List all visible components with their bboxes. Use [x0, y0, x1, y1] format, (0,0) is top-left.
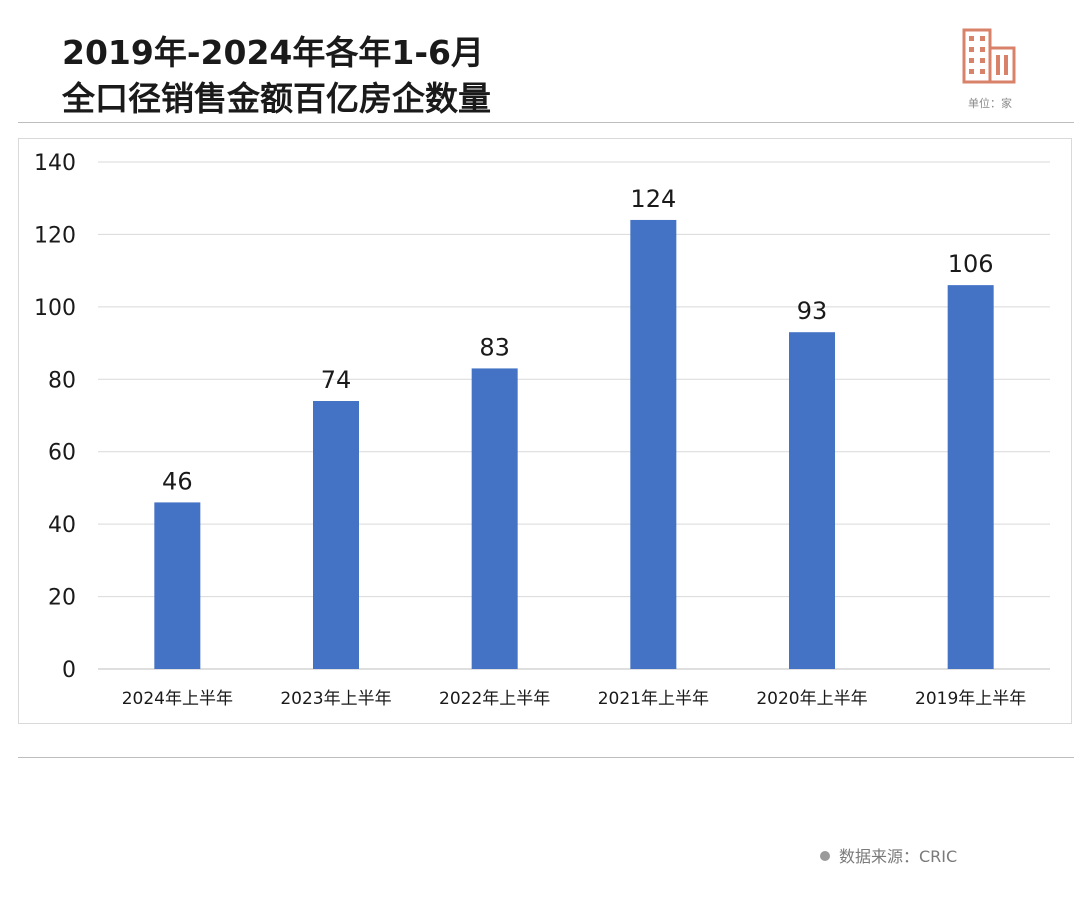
bar: [471, 368, 518, 669]
title-line-2: 全口径销售金额百亿房企数量: [62, 79, 491, 118]
header-divider: [18, 122, 1074, 123]
data-label: 93: [797, 297, 828, 325]
building-icon: [962, 28, 1016, 84]
x-category-label: 2023年上半年: [280, 689, 391, 709]
x-category-label: 2020年上半年: [756, 689, 867, 709]
x-category-label: 2019年上半年: [915, 689, 1026, 709]
x-category-label: 2024年上半年: [122, 689, 233, 709]
y-tick-label: 0: [62, 658, 76, 683]
bar: [630, 219, 677, 669]
bar: [789, 332, 835, 669]
bar: [947, 285, 994, 669]
y-tick-label: 40: [48, 513, 76, 538]
y-tick-label: 120: [34, 223, 76, 248]
title-line-1: 2019年-2024年各年1-6月: [62, 33, 485, 72]
data-label: 46: [162, 467, 193, 495]
y-tick-label: 60: [48, 441, 76, 466]
data-label: 106: [948, 250, 994, 278]
y-tick-label: 20: [48, 586, 76, 611]
y-tick-label: 100: [34, 296, 76, 321]
data-label: 74: [321, 366, 352, 394]
footer-divider: [18, 757, 1074, 758]
data-label: 83: [479, 333, 510, 361]
page-title: 2019年-2024年各年1-6月 全口径销售金额百亿房企数量: [62, 30, 491, 122]
bar: [313, 401, 359, 669]
source-text: 数据来源：CRIC: [839, 847, 958, 866]
y-tick-label: 140: [34, 151, 76, 176]
bar-chart: 0 20 40 60 80 100 120 140 46 2024年上半年 74 2023年上半年 83…: [34, 151, 1050, 709]
bar: [154, 502, 201, 669]
data-label: 124: [630, 185, 676, 213]
source-note: 数据来源：CRIC: [820, 843, 957, 867]
unit-label: 单位：家: [968, 97, 1012, 110]
x-category-label: 2022年上半年: [439, 689, 550, 709]
chart-frame: [18, 138, 1072, 724]
x-category-label: 2021年上半年: [598, 689, 709, 709]
y-tick-label: 80: [48, 368, 76, 393]
bullet-icon: [820, 851, 830, 861]
